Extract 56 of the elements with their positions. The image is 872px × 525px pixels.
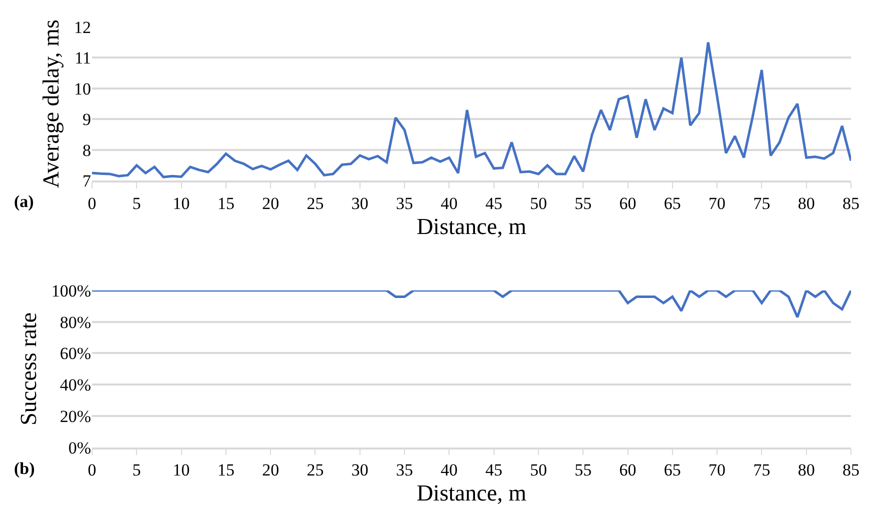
x-axis-title: Distance, m bbox=[416, 480, 527, 506]
y-axis-title: Success rate bbox=[16, 312, 41, 426]
text: (b) bbox=[14, 459, 35, 478]
x-tick-label: 45 bbox=[485, 194, 502, 213]
line-series bbox=[92, 290, 851, 318]
x-tick-label: 75 bbox=[753, 194, 770, 213]
x-tick-label: 10 bbox=[172, 460, 190, 480]
y-tick-label: 0% bbox=[68, 438, 91, 458]
y-tick-label: 8 bbox=[82, 140, 91, 160]
x-axis-title: Distance, m bbox=[416, 214, 527, 239]
y-axis-title: Average delay, ms bbox=[38, 20, 64, 188]
x-tick-label: 5 bbox=[132, 460, 141, 480]
y-tick-label: 11 bbox=[74, 48, 91, 68]
x-tick-label: 35 bbox=[396, 194, 414, 213]
x-tick-label: 85 bbox=[842, 194, 860, 213]
x-tick-label: 0 bbox=[88, 194, 96, 213]
x-tick-label: 55 bbox=[574, 460, 592, 480]
line-series bbox=[92, 41, 851, 178]
x-tick-label: 20 bbox=[262, 194, 280, 213]
y-tick-label: 12 bbox=[74, 18, 91, 37]
y-tick-label: 10 bbox=[74, 79, 91, 98]
y-tick-label: 80% bbox=[60, 312, 91, 332]
x-tick-label: 25 bbox=[306, 194, 324, 213]
y-tick-label: 100% bbox=[51, 281, 91, 300]
x-tick-label: 50 bbox=[530, 460, 547, 480]
x-tick-label: 60 bbox=[619, 194, 636, 213]
x-tick-label: 80 bbox=[798, 194, 815, 213]
x-tick-label: 15 bbox=[217, 194, 234, 213]
x-tick-label: 45 bbox=[485, 460, 502, 480]
x-tick-label: 15 bbox=[217, 460, 234, 480]
x-tick-label: 40 bbox=[440, 460, 458, 480]
x-tick-label: 0 bbox=[88, 460, 96, 480]
x-tick-label: 10 bbox=[172, 194, 190, 213]
x-tick-label: 65 bbox=[664, 194, 681, 213]
x-tick-label: 70 bbox=[708, 460, 726, 480]
x-tick-label: 40 bbox=[440, 194, 458, 213]
x-tick-label: 35 bbox=[396, 460, 414, 480]
x-tick-label: 80 bbox=[798, 460, 815, 480]
text: (a) bbox=[14, 192, 34, 211]
y-tick-label: 40% bbox=[60, 376, 91, 395]
x-tick-label: 75 bbox=[753, 460, 770, 480]
y-tick-label: 7 bbox=[82, 172, 92, 191]
x-tick-label: 85 bbox=[842, 460, 860, 480]
x-tick-label: 70 bbox=[708, 194, 726, 213]
y-tick-label: 9 bbox=[82, 110, 91, 130]
x-tick-label: 65 bbox=[664, 460, 681, 480]
x-tick-label: 30 bbox=[351, 460, 368, 480]
x-tick-label: 55 bbox=[574, 194, 592, 213]
x-tick-label: 25 bbox=[306, 460, 324, 480]
x-tick-label: 50 bbox=[530, 194, 547, 213]
x-tick-label: 60 bbox=[619, 460, 636, 480]
y-tick-label: 60% bbox=[60, 344, 91, 364]
x-tick-label: 30 bbox=[351, 194, 368, 213]
y-tick-label: 20% bbox=[60, 406, 91, 426]
x-tick-label: 5 bbox=[132, 194, 141, 213]
x-tick-label: 20 bbox=[262, 460, 280, 480]
